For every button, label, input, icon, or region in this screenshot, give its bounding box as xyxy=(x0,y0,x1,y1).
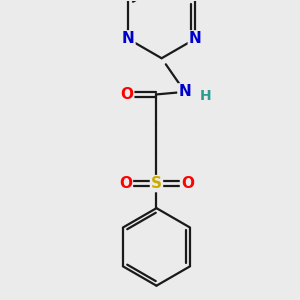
Text: O: O xyxy=(119,176,132,191)
Text: N: N xyxy=(122,32,134,46)
Text: O: O xyxy=(181,176,194,191)
Text: H: H xyxy=(200,89,212,103)
Text: O: O xyxy=(120,87,133,102)
Text: N: N xyxy=(178,84,191,99)
Text: N: N xyxy=(189,32,202,46)
Text: S: S xyxy=(151,176,162,191)
